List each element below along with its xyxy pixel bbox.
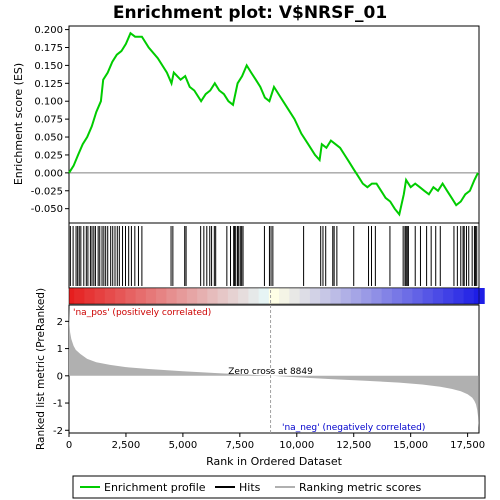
metric-y-tick-label: 0 (57, 371, 63, 382)
es-y-tick-label: 0.100 (34, 97, 63, 108)
es-y-tick-label: 0.175 (34, 43, 63, 54)
color-bar-segment (248, 288, 260, 304)
color-bar-segment (156, 288, 167, 304)
x-tick-label: 15,000 (393, 440, 428, 451)
positive-correlation-label: 'na_pos' (positively correlated) (73, 308, 211, 318)
metric-y-tick-label: 1 (57, 344, 63, 355)
color-bar-segment (443, 288, 454, 304)
color-bar-segment (381, 288, 393, 304)
es-y-tick-label: 0.000 (34, 168, 63, 179)
color-bar-segment (135, 288, 147, 304)
metric-y-tick-label: -1 (53, 399, 63, 410)
color-bar-segment (84, 288, 96, 304)
x-tick-label: 2,500 (112, 440, 141, 451)
ranked-metric-panel: 2 1 0 -1 -2 0 2,500 5,000 7,500 10,000 12,500 15,0… (35, 288, 485, 468)
color-bar-segment (350, 288, 362, 304)
color-bar-segment (361, 288, 372, 304)
color-bar-segment (279, 288, 290, 304)
x-axis-title: Rank in Ordered Dataset (206, 455, 343, 468)
color-bar-segment (330, 288, 342, 304)
metric-y-ticks: 2 1 0 -1 -2 (53, 317, 69, 437)
color-bar-segment (258, 288, 270, 304)
es-y-axis-title: Enrichment score (ES) (12, 63, 25, 185)
es-y-tick-label: 0.150 (34, 61, 63, 72)
metric-y-axis-title: Ranked list metric (PreRanked) (35, 288, 47, 450)
hits-panel (68, 222, 485, 305)
color-bar-segment (197, 288, 208, 304)
es-y-ticks: 0.200 0.175 0.150 0.125 0.100 0.075 0.050 0.025… (31, 25, 69, 215)
legend: Enrichment profile Hits Ranking metric s… (72, 475, 486, 499)
color-bar-segment (340, 288, 352, 304)
color-bar-segment (94, 288, 106, 304)
color-bar-segment (217, 288, 229, 304)
x-tick-label: 12,500 (336, 440, 371, 451)
metric-x-ticks: 0 2,500 5,000 7,500 10,000 12,500 15,000 17,500 (66, 433, 485, 451)
color-bar-segment (74, 288, 85, 304)
es-y-tick-label: -0.025 (31, 186, 63, 197)
color-bar-segment (186, 288, 198, 304)
es-y-tick-label: -0.050 (31, 204, 63, 215)
color-bar-segment (320, 288, 331, 304)
es-y-tick-label: 0.075 (34, 115, 63, 126)
es-y-tick-label: 0.025 (34, 150, 63, 161)
color-bar-segment (299, 288, 311, 304)
es-y-tick-label: 0.200 (34, 25, 63, 36)
metric-y-tick-label: -2 (53, 426, 63, 437)
x-tick-label: 0 (66, 440, 72, 451)
color-bar-segment (238, 288, 249, 304)
color-bar-segment (412, 288, 424, 304)
color-bar-segment (166, 288, 178, 304)
color-bar-segment (371, 288, 383, 304)
color-bar-segment (104, 288, 116, 304)
negative-correlation-label: 'na_neg' (negatively correlated) (282, 423, 425, 433)
color-bar-segment (463, 288, 475, 304)
color-bar-segment (115, 288, 126, 304)
enrichment-panel: 0.200 0.175 0.150 0.125 0.100 0.075 0.050 0.025… (12, 25, 480, 224)
x-tick-label: 10,000 (279, 440, 314, 451)
chart-title: Enrichment plot: V$NRSF_01 (113, 3, 387, 23)
legend-label-hits: Hits (239, 481, 261, 494)
color-bar-segment (309, 288, 321, 304)
x-tick-label: 7,500 (226, 440, 255, 451)
hits-area (68, 222, 480, 289)
x-tick-label: 5,000 (169, 440, 198, 451)
es-y-tick-label: 0.050 (34, 133, 63, 144)
color-bar-segment (268, 288, 280, 304)
enrichment-profile-line (68, 31, 479, 217)
legend-label-ranking-metric: Ranking metric scores (299, 481, 421, 494)
x-tick-label: 17,500 (450, 440, 485, 451)
hit-marks (69, 226, 478, 286)
color-bar-segment (227, 288, 239, 304)
color-bar-segment (125, 288, 137, 304)
color-bar-segment (432, 288, 444, 304)
rank-color-bar (68, 287, 485, 305)
color-bar-segment (207, 288, 219, 304)
es-y-tick-label: 0.125 (34, 79, 63, 90)
color-bar-segment (473, 288, 485, 304)
color-bar-segment (145, 288, 157, 304)
color-bar-outline (68, 287, 480, 305)
color-bar-segment (453, 288, 465, 304)
color-bar-segment (422, 288, 434, 304)
color-bar-segment (289, 288, 301, 304)
color-bar-segment (402, 288, 413, 304)
enrichment-plot-area (68, 25, 480, 224)
metric-y-tick-label: 2 (57, 317, 63, 328)
color-bar-segment (391, 288, 403, 304)
color-bar-segment (176, 288, 188, 304)
zero-cross-label: Zero cross at 8849 (228, 367, 313, 377)
legend-label-enrichment-profile: Enrichment profile (104, 481, 206, 494)
